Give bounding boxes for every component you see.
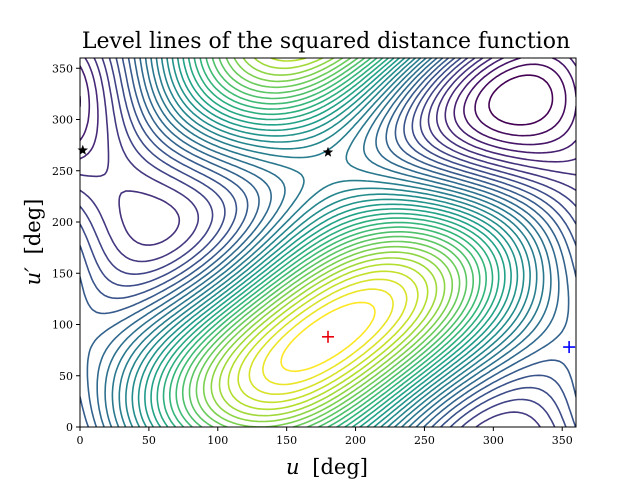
x-tick-label: 200 — [345, 434, 366, 447]
contour-level — [80, 58, 576, 427]
contour-lines — [80, 58, 576, 427]
contour-level — [218, 58, 438, 417]
y-axis-unit: [deg] — [21, 199, 45, 255]
contour-level — [80, 58, 576, 427]
y-tick-label: 50 — [59, 370, 73, 383]
y-tick-label: 200 — [52, 216, 73, 229]
contour-level — [474, 63, 567, 137]
contour-level — [169, 58, 487, 427]
contour-level — [488, 74, 554, 126]
x-tick-label: 0 — [77, 434, 84, 447]
contour-level — [248, 278, 408, 395]
plus-marker — [322, 330, 334, 343]
contour-level — [118, 58, 538, 427]
contour-level — [175, 58, 481, 427]
x-tick-label: 350 — [552, 434, 573, 447]
chart-title: Level lines of the squared distance func… — [82, 29, 570, 54]
x-axis-label: u [deg] — [286, 455, 368, 479]
contour-level — [80, 58, 576, 427]
y-tick-label: 250 — [52, 165, 73, 178]
contour-level — [80, 58, 576, 154]
markers — [77, 144, 576, 354]
contour-level — [188, 58, 468, 427]
contour-level — [86, 58, 570, 427]
contour-level — [210, 58, 446, 423]
contour-level — [280, 301, 376, 373]
x-tick-label: 50 — [142, 434, 156, 447]
x-axis-unit: [deg] — [312, 455, 368, 479]
x-tick-label: 150 — [276, 434, 297, 447]
contour-level — [131, 58, 525, 427]
contour-level — [125, 58, 531, 427]
contour-level — [181, 58, 474, 427]
y-tick-label: 350 — [52, 62, 73, 75]
contour-level — [96, 58, 560, 427]
contour-level — [144, 58, 512, 427]
x-tick-label: 250 — [414, 434, 435, 447]
contour-level — [111, 58, 545, 427]
y-tick-label: 0 — [66, 421, 73, 434]
y-axis-ticks: 0 50 100 150 200 250 300 350 — [52, 62, 80, 434]
contour-level — [80, 58, 576, 427]
contour-level — [80, 58, 576, 246]
star-marker — [77, 144, 88, 155]
contour-level — [202, 58, 454, 427]
contour-level — [156, 58, 500, 427]
contour-level — [104, 58, 552, 427]
star-marker — [322, 146, 334, 157]
x-axis-variable: u — [286, 455, 300, 479]
y-tick-label: 300 — [52, 114, 73, 127]
y-tick-label: 150 — [52, 267, 73, 280]
y-tick-label: 100 — [52, 319, 73, 332]
contour-level — [150, 58, 506, 427]
contour-level — [80, 58, 576, 163]
x-tick-label: 300 — [483, 434, 504, 447]
contour-level — [262, 288, 394, 386]
contour-level — [137, 58, 519, 427]
contour-level — [195, 58, 461, 427]
plot-frame — [79, 57, 577, 428]
y-axis-label: u′ [deg] — [21, 199, 45, 286]
contour-level — [162, 58, 494, 427]
contour-level — [237, 270, 419, 404]
contour-level — [227, 58, 429, 411]
x-tick-label: 100 — [207, 434, 228, 447]
y-axis-variable: u′ — [21, 267, 45, 286]
contour-level — [80, 58, 576, 146]
x-axis-ticks: 0 50 100 150 200 250 300 350 — [77, 427, 573, 447]
plus-marker — [563, 341, 576, 354]
